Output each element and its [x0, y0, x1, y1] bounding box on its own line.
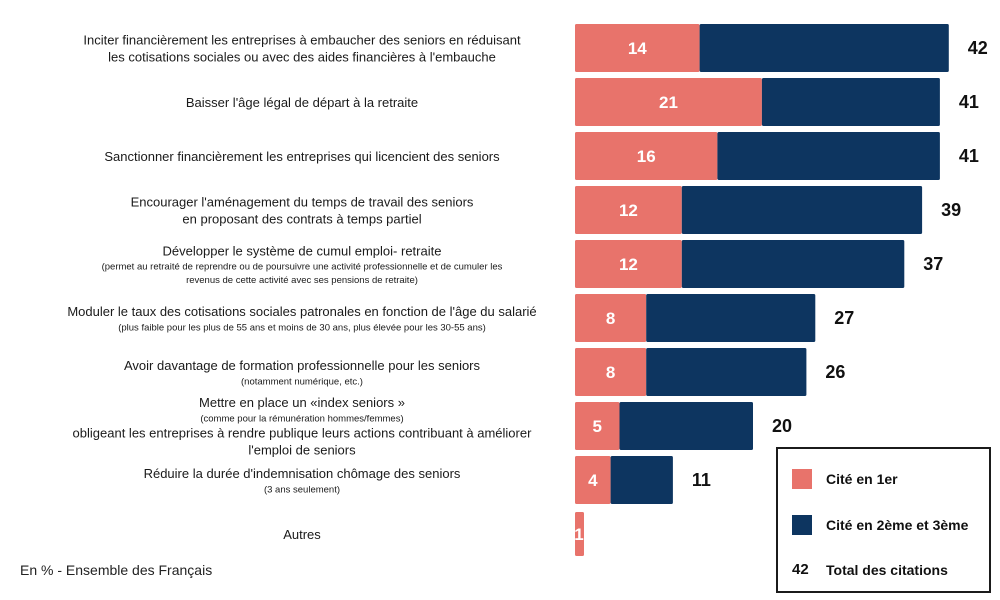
category-label: Avoir davantage de formation professionn…: [124, 358, 481, 373]
bar-total-label: 20: [772, 416, 792, 436]
bar-first-segment: [575, 402, 620, 450]
category-label: Développer le système de cumul emploi- r…: [163, 243, 442, 258]
bar-first-segment: [575, 512, 584, 556]
bar-second-segment: [619, 402, 753, 450]
bar-first-segment: [575, 78, 762, 126]
bar-second-segment: [610, 456, 673, 504]
note: En % - Ensemble des Français: [20, 562, 213, 578]
bar-first-value-label: 5: [593, 417, 602, 436]
category-label: Encourager l'aménagement du temps de tra…: [131, 194, 474, 209]
bar-first-segment: [575, 24, 700, 72]
bar-first-segment: [575, 348, 647, 396]
bar-first-value-label: 4: [588, 471, 598, 490]
bar-total-label: 37: [923, 254, 943, 274]
bar-total-label: 11: [692, 470, 711, 490]
legend-swatch-first: [792, 469, 812, 489]
legend-item-first: Cité en 1er: [792, 469, 898, 489]
bar-first-segment: [575, 456, 611, 504]
bar-second-segment: [699, 24, 949, 72]
category-label: obligeant les entreprises à rendre publi…: [73, 426, 533, 441]
category-label: Réduire la durée d'indemnisation chômage…: [144, 466, 461, 481]
bar-first-value-label: 12: [619, 201, 638, 220]
bar-total-label: 41: [959, 92, 979, 112]
legend-item-total: 42 Total des citations: [792, 561, 948, 578]
bar-total-label: 41: [959, 146, 979, 166]
category-label: Sanctionner financièrement les entrepris…: [104, 149, 500, 164]
bar-first-value-label: 21: [659, 93, 678, 112]
bar-second-segment: [717, 132, 940, 180]
bar-total-label: 27: [834, 308, 854, 328]
category-label: les cotisations sociales ou avec des aid…: [108, 49, 496, 64]
bar-first-value-label: 1: [574, 525, 583, 544]
category-label: (comme pour la rémunération hommes/femme…: [200, 413, 403, 424]
bar-first-segment: [575, 240, 682, 288]
category-label: en proposant des contrats à temps partie…: [182, 211, 421, 226]
bar-second-segment: [761, 78, 940, 126]
category-label: revenus de cette activité avec ses pensi…: [186, 275, 418, 286]
bar-second-segment: [681, 240, 905, 288]
category-label: (notamment numérique, etc.): [241, 376, 363, 387]
bar-second-segment: [646, 294, 816, 342]
bar-first-segment: [575, 294, 647, 342]
category-label: Inciter financièrement les entreprises à…: [83, 32, 521, 47]
legend: Cité en 1er Cité en 2ème et 3ème 42 Tota…: [776, 447, 991, 593]
bar-first-value-label: 14: [628, 39, 647, 58]
bar-first-value-label: 8: [606, 363, 615, 382]
bar-first-value-label: 8: [606, 309, 615, 328]
bar-total-label: 39: [941, 200, 961, 220]
category-label: Mettre en place un «index seniors »: [199, 395, 405, 410]
legend-label-second: Cité en 2ème et 3ème: [826, 517, 969, 533]
bar-first-segment: [575, 186, 682, 234]
category-label: l'emploi de seniors: [248, 443, 356, 458]
legend-swatch-second: [792, 515, 812, 535]
bar-total-label: 26: [825, 362, 845, 382]
legend-label-total: Total des citations: [826, 561, 948, 578]
bar-second-segment: [681, 186, 923, 234]
category-label: Baisser l'âge légal de départ à la retra…: [186, 95, 418, 110]
bar-first-value-label: 12: [619, 255, 638, 274]
bar-first-segment: [575, 132, 718, 180]
category-label: (plus faible pour les plus de 55 ans et …: [118, 322, 486, 333]
legend-item-second: Cité en 2ème et 3ème: [792, 515, 968, 535]
category-label: Moduler le taux des cotisations sociales…: [67, 304, 536, 319]
bar-second-segment: [646, 348, 807, 396]
category-label: (3 ans seulement): [264, 484, 340, 495]
bar-first-value-label: 16: [637, 147, 656, 166]
category-label: (permet au retraité de reprendre ou de p…: [102, 262, 503, 273]
legend-total-example: 42: [792, 561, 809, 578]
legend-label-first: Cité en 1er: [826, 471, 898, 487]
category-label: Autres: [283, 527, 321, 542]
bar-total-label: 42: [968, 38, 988, 58]
